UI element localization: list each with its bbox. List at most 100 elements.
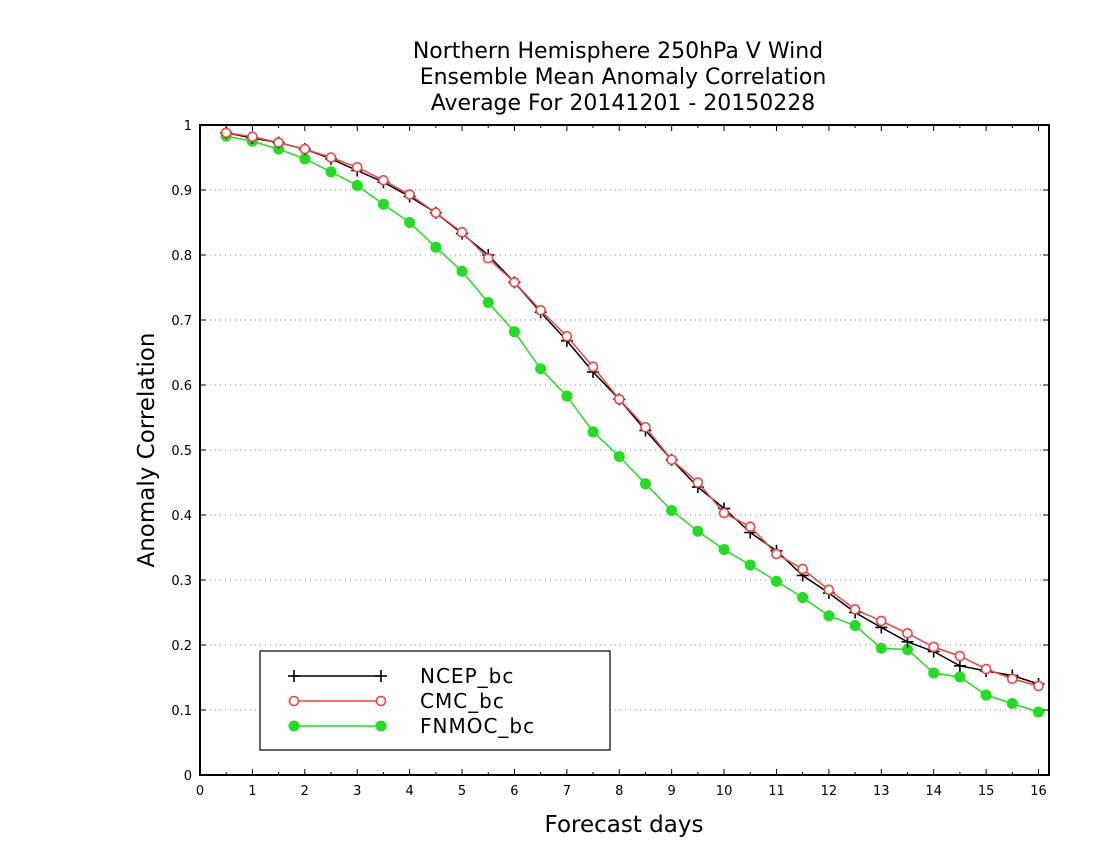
series-line bbox=[226, 132, 1039, 687]
x-tick-label: 16 bbox=[1030, 784, 1047, 799]
data-point bbox=[482, 252, 494, 264]
x-tick-label: 0 bbox=[196, 784, 204, 799]
data-point bbox=[299, 143, 311, 155]
y-tick-label: 0.9 bbox=[171, 184, 192, 199]
series-layer bbox=[220, 126, 1045, 718]
series-line bbox=[226, 135, 1039, 713]
y-tick-label: 0.4 bbox=[171, 509, 192, 524]
data-point bbox=[561, 330, 573, 342]
x-tick-label: 11 bbox=[768, 784, 785, 799]
data-point bbox=[299, 153, 311, 165]
x-axis-label: Forecast days bbox=[545, 812, 704, 838]
y-tick-label: 0.2 bbox=[171, 639, 192, 654]
legend-marker bbox=[288, 720, 300, 732]
x-tick-label: 9 bbox=[668, 784, 676, 799]
y-tick-label: 0 bbox=[184, 769, 192, 784]
data-point bbox=[508, 326, 520, 338]
data-point bbox=[247, 131, 258, 142]
chart-title: Northern Hemisphere 250hPa V Wind Ensemb… bbox=[413, 39, 826, 116]
data-point bbox=[587, 361, 599, 373]
data-point bbox=[953, 659, 966, 672]
x-tick-label: 6 bbox=[510, 784, 518, 799]
legend-label: FNMOC_bc bbox=[420, 714, 535, 738]
data-point bbox=[718, 507, 730, 519]
x-tick-label: 7 bbox=[563, 784, 571, 799]
data-point bbox=[1033, 706, 1045, 718]
data-point bbox=[456, 265, 468, 277]
legend-marker bbox=[288, 695, 300, 707]
legend-entry: CMC_bc bbox=[288, 689, 505, 713]
data-point bbox=[928, 641, 940, 653]
data-point bbox=[875, 642, 887, 654]
data-point bbox=[613, 451, 625, 462]
data-point bbox=[980, 689, 992, 701]
y-tick-label: 0.1 bbox=[171, 704, 192, 719]
data-point bbox=[771, 548, 782, 560]
data-point bbox=[1007, 673, 1018, 685]
x-tick-label: 5 bbox=[458, 784, 466, 799]
data-point bbox=[404, 189, 415, 200]
y-tick-label: 1 bbox=[184, 119, 192, 134]
data-point bbox=[482, 296, 494, 308]
data-point bbox=[377, 198, 389, 210]
data-point bbox=[902, 627, 913, 639]
series-CMC_bc bbox=[220, 127, 1044, 692]
x-tick-label: 15 bbox=[978, 784, 995, 799]
data-point bbox=[1033, 680, 1044, 692]
data-point bbox=[220, 127, 232, 139]
x-tick-label: 3 bbox=[353, 784, 361, 799]
data-point bbox=[561, 390, 573, 402]
data-point bbox=[325, 166, 337, 178]
data-point bbox=[587, 426, 599, 438]
data-point bbox=[718, 543, 730, 555]
data-point bbox=[430, 241, 442, 253]
x-tick-label: 12 bbox=[821, 784, 838, 799]
data-point bbox=[692, 477, 704, 488]
gridlines bbox=[200, 189, 1049, 711]
series-line bbox=[226, 132, 1039, 685]
data-point bbox=[535, 363, 547, 375]
data-point bbox=[797, 592, 809, 604]
legend-label: CMC_bc bbox=[420, 689, 505, 713]
legend-entry: FNMOC_bc bbox=[288, 714, 535, 738]
series-FNMOC_bc bbox=[220, 130, 1045, 718]
legend-marker bbox=[375, 720, 387, 732]
data-point bbox=[797, 563, 808, 575]
y-tick-label: 0.7 bbox=[171, 314, 192, 329]
data-point bbox=[613, 393, 625, 405]
data-point bbox=[744, 521, 756, 533]
data-point bbox=[770, 575, 782, 587]
data-point bbox=[351, 179, 363, 191]
legend-marker bbox=[288, 670, 300, 682]
data-point bbox=[666, 454, 677, 466]
data-point bbox=[639, 478, 651, 490]
data-point bbox=[640, 421, 651, 433]
data-point bbox=[849, 603, 861, 615]
data-point bbox=[430, 207, 442, 219]
y-tick-label: 0.6 bbox=[171, 379, 192, 394]
data-point bbox=[1006, 698, 1018, 709]
legend-marker bbox=[375, 695, 387, 707]
data-point bbox=[744, 559, 756, 571]
data-point bbox=[666, 504, 678, 516]
legend-entry: NCEP_bc bbox=[288, 664, 513, 688]
y-tick-label: 0.5 bbox=[171, 444, 192, 459]
title-line-2: Ensemble Mean Anomaly Correlation bbox=[420, 65, 827, 90]
data-point bbox=[351, 161, 363, 173]
y-tick-label: 0.8 bbox=[171, 249, 192, 264]
data-point bbox=[980, 663, 992, 675]
x-tick-label: 2 bbox=[301, 784, 309, 799]
x-tick-label: 8 bbox=[615, 784, 623, 799]
legend-marker bbox=[375, 670, 387, 682]
y-axis-label: Anomaly Correlation bbox=[134, 332, 160, 567]
data-point bbox=[509, 276, 520, 288]
x-axis: 0 1 2 3 4 5 6 7 8 9 10 11 12 13 14 15 16 bbox=[196, 125, 1047, 799]
data-point bbox=[273, 137, 284, 148]
data-point bbox=[875, 615, 887, 627]
x-tick-label: 4 bbox=[405, 784, 413, 799]
x-tick-label: 1 bbox=[248, 784, 256, 799]
data-point bbox=[404, 217, 416, 228]
x-tick-label: 14 bbox=[925, 784, 942, 799]
